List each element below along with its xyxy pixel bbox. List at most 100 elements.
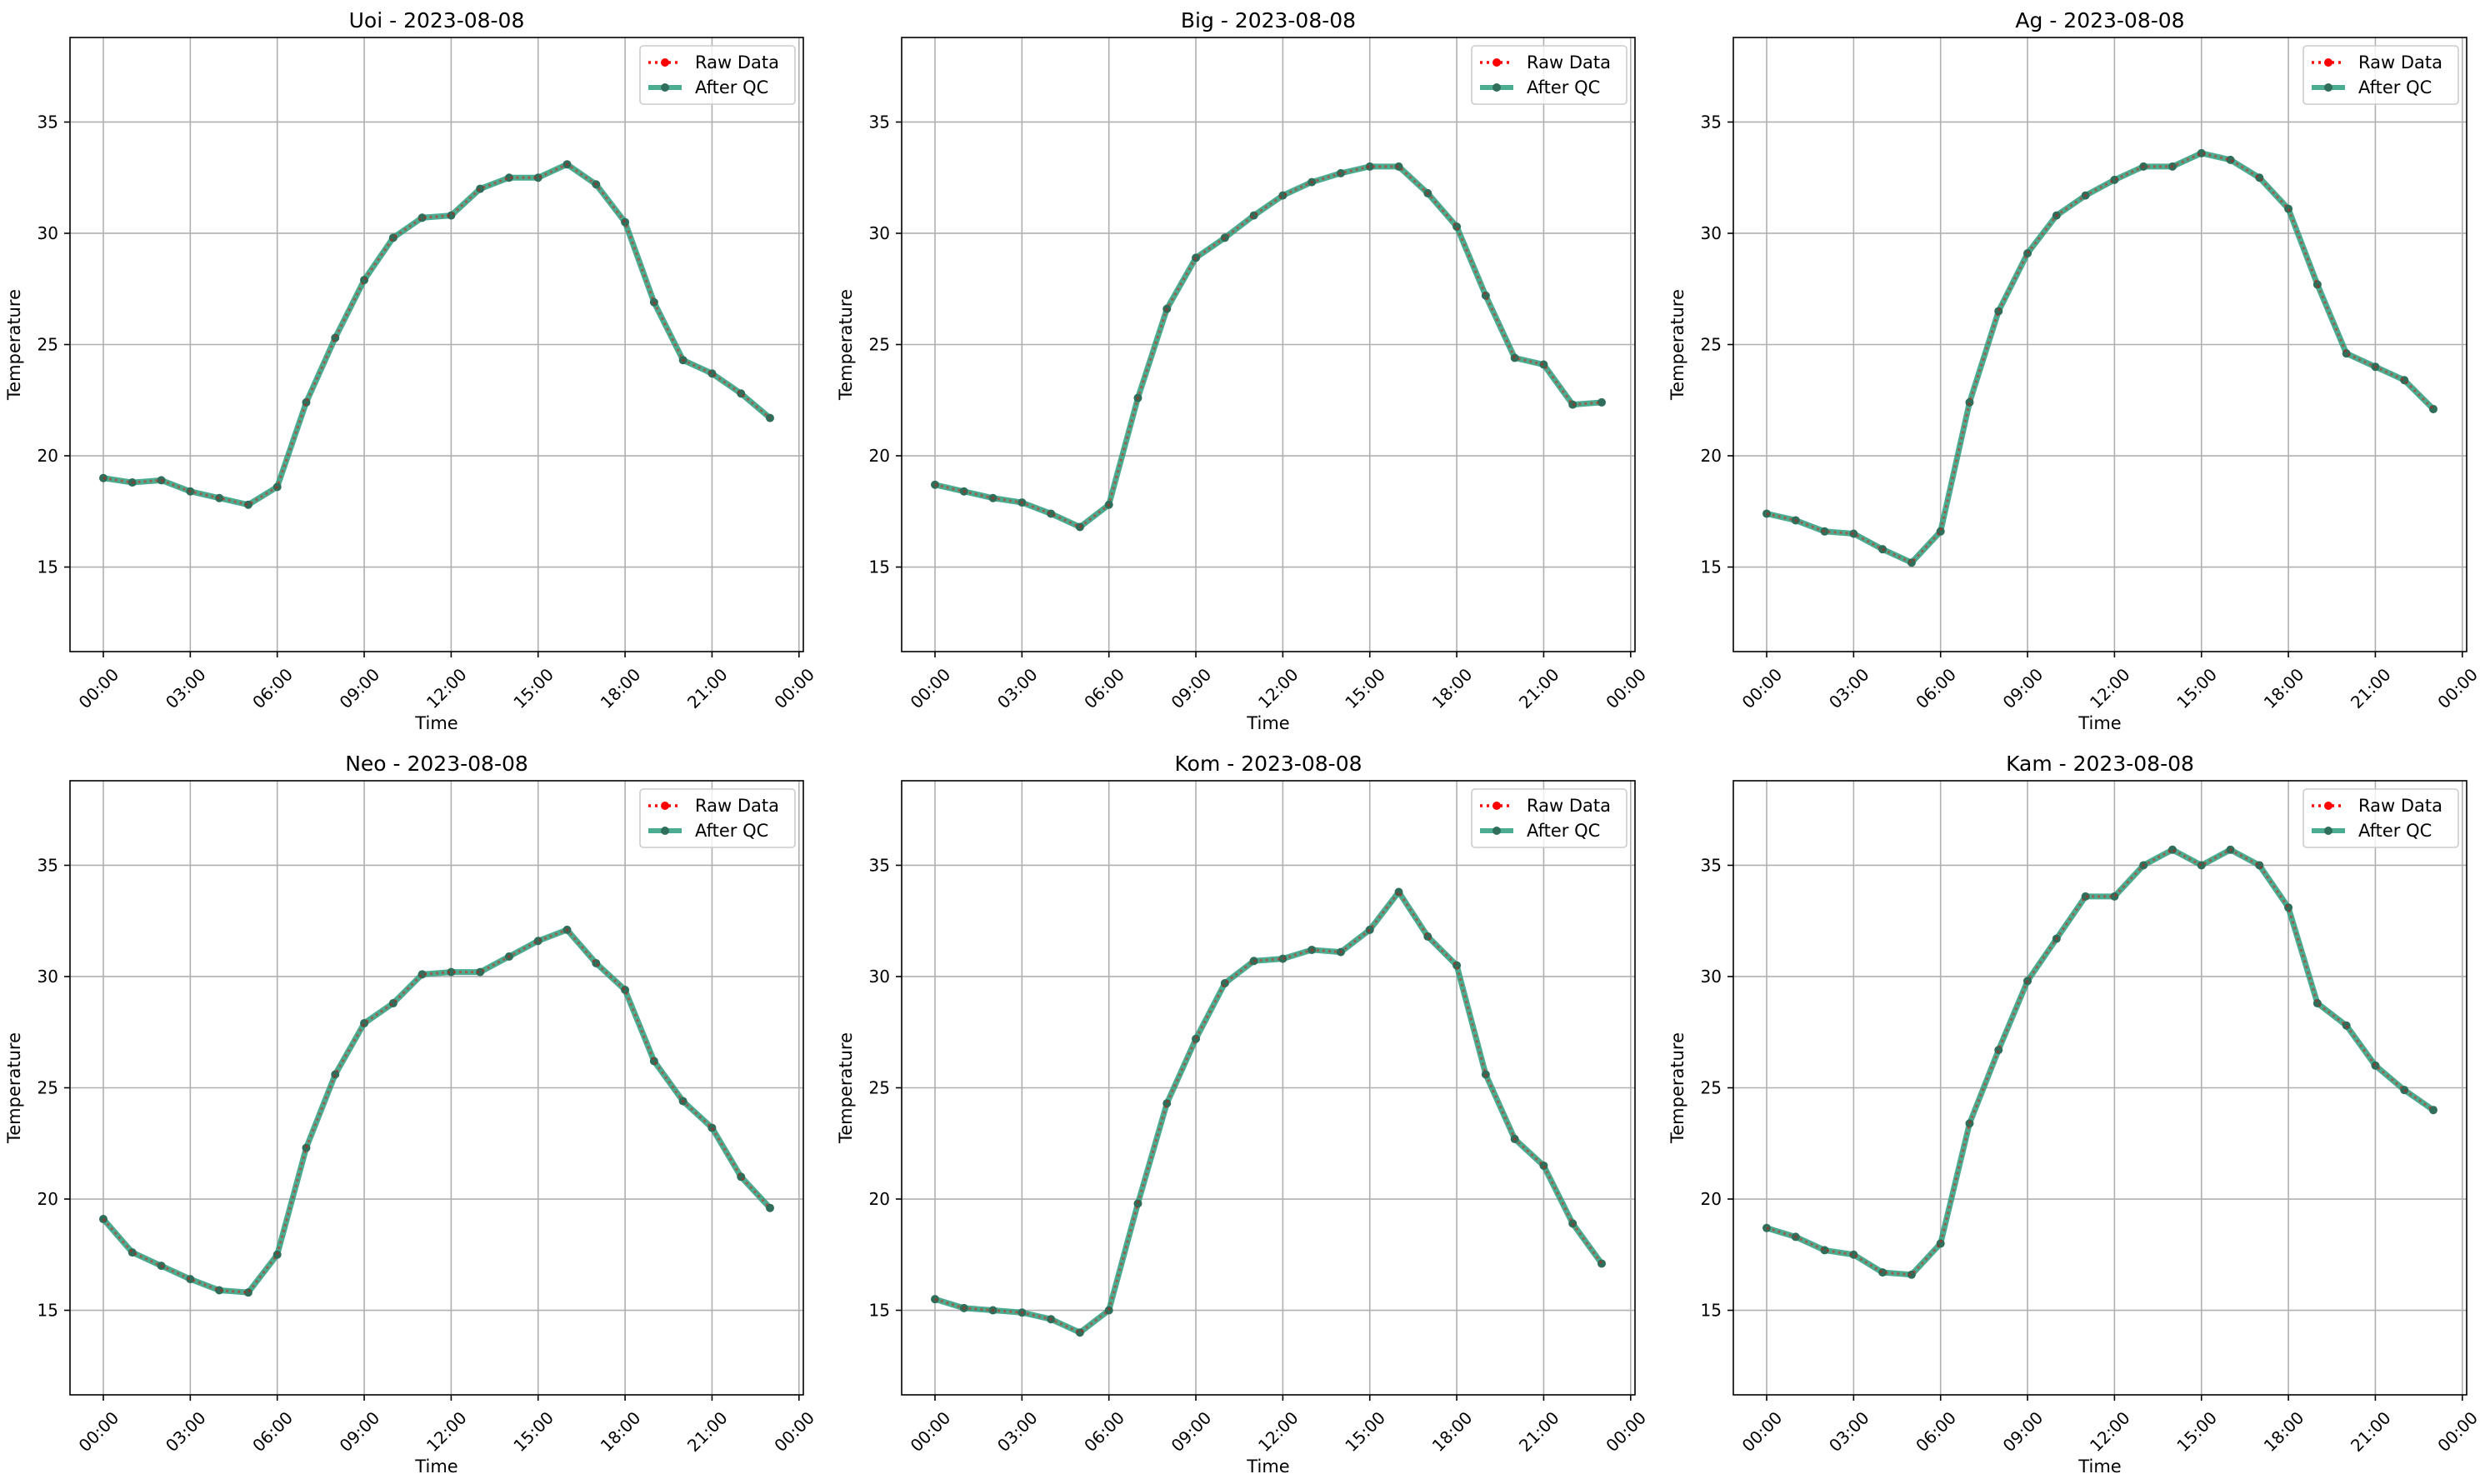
y-tick-label: 25 — [38, 335, 58, 355]
after-qc-point — [931, 1295, 939, 1304]
after-qc-point — [1598, 1259, 1606, 1268]
series-after-qc — [99, 160, 774, 509]
after-qc-point — [504, 952, 513, 961]
after-qc-point — [418, 213, 427, 222]
after-qc-point — [476, 967, 485, 977]
after-qc-point — [2284, 204, 2293, 213]
x-tick-label: 00:00 — [1738, 664, 1787, 712]
after-qc-point — [678, 1097, 688, 1106]
x-tick-label: 21:00 — [1515, 664, 1563, 712]
x-tick-label: 06:00 — [1912, 1407, 1960, 1456]
after-qc-point — [959, 1303, 968, 1312]
series-raw-data — [1766, 152, 2435, 565]
x-tick-label: 15:00 — [1341, 664, 1389, 712]
y-tick-label: 20 — [38, 446, 58, 466]
legend-label-raw: Raw Data — [1527, 796, 1611, 816]
after-qc-point — [1791, 516, 1800, 525]
legend-raw-marker — [1492, 802, 1501, 810]
after-qc-point — [1907, 1270, 1916, 1279]
legend-raw-marker — [1492, 58, 1501, 67]
after-qc-point — [1365, 162, 1374, 171]
after-qc-point — [1220, 233, 1229, 242]
y-axis-label: Temperature — [1668, 289, 1688, 401]
after-qc-point — [1278, 191, 1288, 200]
x-tick-label: 12:00 — [422, 664, 471, 712]
after-qc-point — [1308, 945, 1317, 954]
after-qc-point — [418, 970, 427, 979]
legend-qc-marker — [2324, 827, 2332, 835]
x-axis-label: Time — [414, 1457, 458, 1477]
x-tick-label: 09:00 — [336, 1407, 384, 1456]
y-tick-label: 20 — [1701, 1189, 1722, 1209]
after-qc-point — [959, 487, 968, 496]
x-tick-label: 12:00 — [2086, 664, 2134, 712]
x-tick-label: 00:00 — [770, 664, 818, 712]
x-tick-label: 03:00 — [993, 664, 1042, 712]
series-after-qc — [931, 887, 1606, 1337]
after-qc-point — [1849, 529, 1858, 538]
after-qc-point — [766, 1203, 774, 1212]
after-qc-point — [1075, 1328, 1084, 1337]
after-qc-point — [1104, 1306, 1113, 1315]
legend-label-qc: After QC — [2358, 77, 2432, 97]
x-tick-label: 00:00 — [2433, 1407, 2482, 1456]
after-qc-point — [1104, 500, 1113, 509]
after-qc-point — [157, 1262, 166, 1271]
y-tick-label: 15 — [38, 557, 58, 577]
y-tick-label: 30 — [38, 223, 58, 243]
subplot-3: 15 20 25 30 35 00:00 03:00 06:00 09:00 12:00 15:00… — [1668, 8, 2482, 733]
x-tick-label: 12:00 — [422, 1407, 471, 1456]
after-qc-point — [562, 160, 572, 169]
subplot-6: 15 20 25 30 35 00:00 03:00 06:00 09:00 12:00 15:00… — [1668, 752, 2482, 1477]
after-qc-point — [1018, 1308, 1027, 1317]
after-qc-point — [533, 173, 542, 182]
series-raw-data — [1766, 848, 2434, 1277]
y-tick-label: 15 — [869, 1301, 890, 1321]
after-qc-point — [1878, 1268, 1888, 1277]
after-qc-point — [2197, 861, 2206, 870]
after-qc-point — [388, 999, 398, 1008]
after-qc-point — [2081, 191, 2090, 200]
x-tick-label: 18:00 — [1428, 1407, 1477, 1456]
x-tick-label: 18:00 — [597, 664, 645, 712]
y-tick-label: 35 — [38, 855, 58, 875]
after-qc-point — [331, 1070, 340, 1079]
after-qc-point — [737, 1172, 746, 1182]
after-qc-point — [1336, 947, 1345, 957]
legend-label-qc: After QC — [1527, 77, 1600, 97]
series-raw-data — [102, 928, 772, 1294]
x-tick-label: 12:00 — [1254, 664, 1302, 712]
after-qc-point — [128, 478, 137, 487]
chart-title: Ag - 2023-08-08 — [2015, 8, 2184, 32]
after-qc-point — [243, 500, 252, 509]
x-tick-label: 03:00 — [162, 664, 210, 712]
after-qc-point — [2052, 211, 2061, 220]
after-qc-point — [621, 217, 630, 227]
y-tick-label: 20 — [869, 1189, 890, 1209]
series-after-qc — [1762, 148, 2438, 567]
after-qc-point — [1394, 887, 1403, 897]
y-tick-label: 25 — [38, 1078, 58, 1098]
after-qc-point — [1965, 397, 1974, 407]
after-qc-point — [2284, 903, 2293, 912]
legend-qc-marker — [1492, 83, 1501, 92]
legend-qc-marker — [661, 827, 669, 835]
after-qc-point — [447, 211, 456, 220]
y-tick-label: 25 — [869, 335, 890, 355]
legend-raw-marker — [661, 802, 669, 810]
after-qc-point — [1907, 558, 1916, 567]
legend-qc-marker — [661, 83, 669, 92]
x-axis-label: Time — [2078, 1457, 2121, 1477]
x-tick-label: 06:00 — [1080, 664, 1128, 712]
x-tick-label: 09:00 — [1999, 664, 2048, 712]
after-qc-point — [272, 1250, 282, 1259]
after-qc-point — [766, 413, 774, 422]
subplot-2: 15 20 25 30 35 00:00 03:00 06:00 09:00 12:00 15:00… — [836, 8, 1650, 733]
after-qc-point — [1075, 522, 1084, 532]
y-tick-label: 35 — [869, 112, 890, 132]
after-qc-point — [2312, 280, 2322, 289]
x-tick-label: 09:00 — [1999, 1407, 2048, 1456]
x-tick-label: 03:00 — [1825, 1407, 1873, 1456]
grid — [902, 37, 1635, 652]
legend-label-raw: Raw Data — [2358, 52, 2442, 72]
